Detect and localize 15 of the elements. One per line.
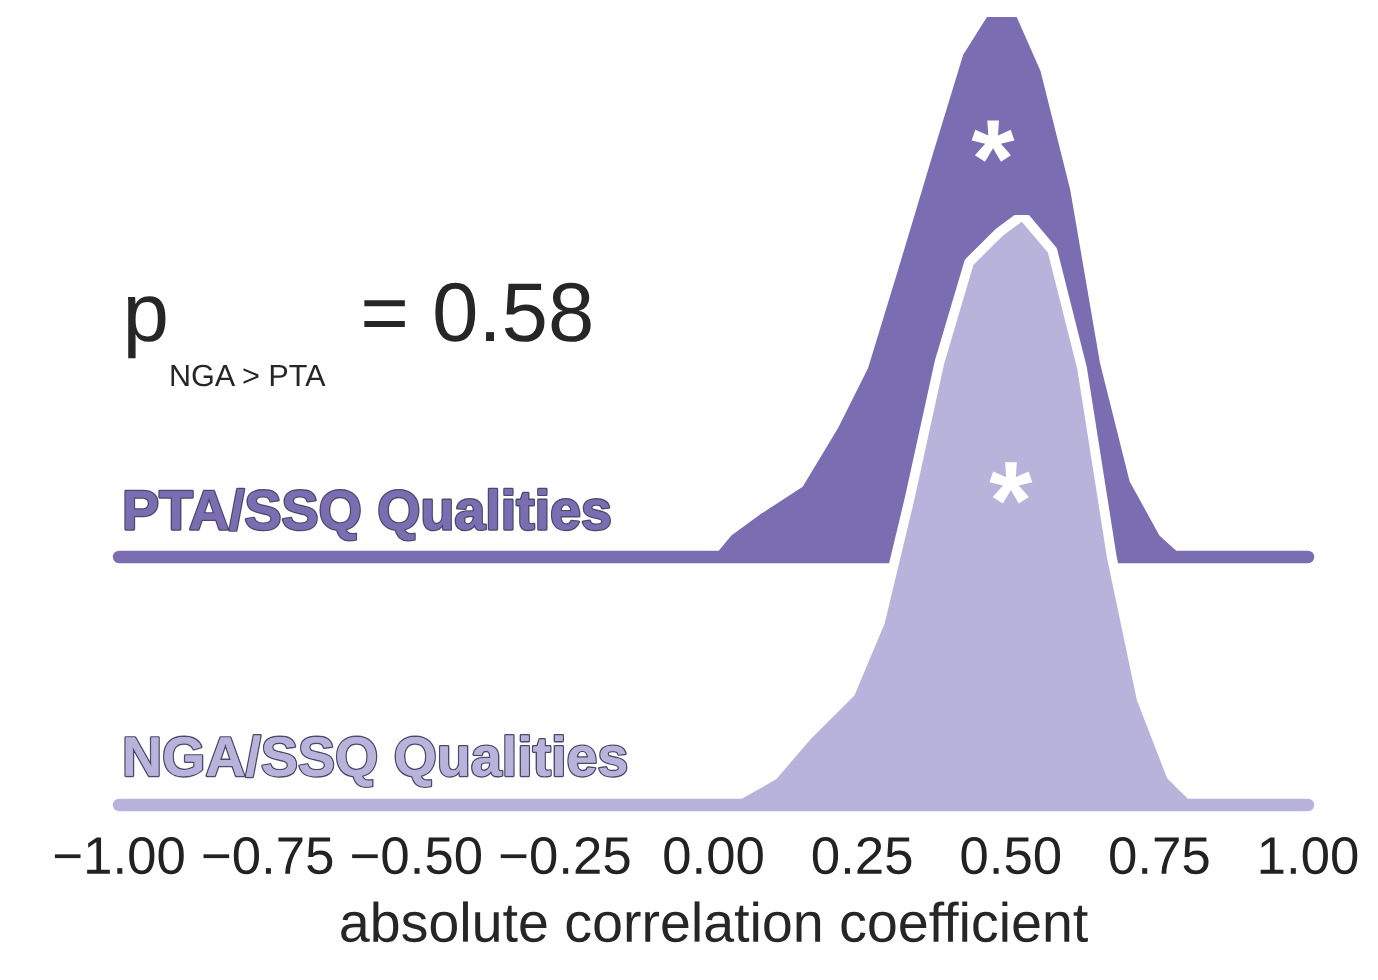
x-tick-label: 0.50 bbox=[961, 836, 1061, 875]
x-tick-label: 1.00 bbox=[1260, 836, 1358, 875]
x-tick-label: −1.00 bbox=[54, 836, 184, 875]
x-tick-label: 0.75 bbox=[1110, 836, 1209, 875]
annotation: * bbox=[971, 120, 1015, 162]
x-tick-label: −0.75 bbox=[203, 836, 333, 875]
text: pNGA > PTA = 0.58 bbox=[128, 282, 591, 387]
x-tick-label: −0.50 bbox=[352, 836, 481, 875]
x-tick-label: −0.25 bbox=[500, 836, 630, 875]
annotation: * bbox=[989, 462, 1033, 504]
x-tick-label: 0.00 bbox=[664, 836, 763, 875]
x-tick-label: 0.25 bbox=[812, 836, 912, 875]
series-label: NGA/SSQ Qualities bbox=[125, 735, 627, 787]
x-axis-title: absolute correlation coefficient bbox=[341, 901, 1088, 943]
series-label: PTA/SSQ Qualities bbox=[125, 489, 610, 541]
